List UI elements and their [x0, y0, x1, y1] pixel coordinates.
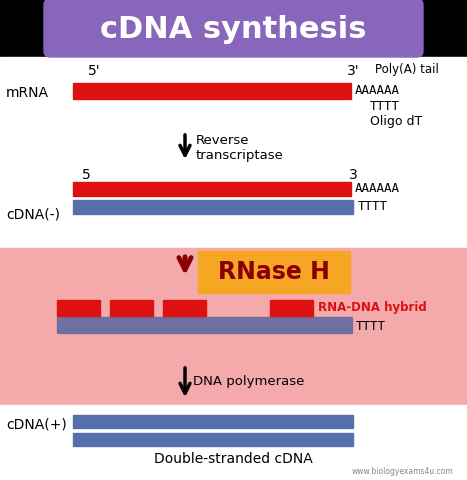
FancyBboxPatch shape — [44, 0, 423, 57]
Text: DNA polymerase: DNA polymerase — [193, 374, 304, 387]
Bar — [73, 433, 353, 446]
Bar — [0, 248, 467, 405]
Text: TTTT: TTTT — [356, 320, 386, 333]
Text: RNase H: RNase H — [218, 260, 330, 284]
Text: transcriptase: transcriptase — [196, 149, 284, 163]
Text: cDNA(-): cDNA(-) — [6, 207, 60, 221]
Text: cDNA(+): cDNA(+) — [6, 417, 67, 431]
Text: 5': 5' — [88, 64, 100, 78]
Text: RNA-DNA hybrid: RNA-DNA hybrid — [318, 300, 427, 313]
Bar — [270, 300, 313, 316]
Text: Oligo dT: Oligo dT — [370, 115, 422, 128]
Text: AAAAAA: AAAAAA — [355, 182, 400, 195]
Text: TTTT: TTTT — [358, 201, 388, 214]
Bar — [57, 300, 100, 316]
Bar — [163, 300, 206, 316]
Bar — [73, 200, 353, 214]
Text: Reverse: Reverse — [196, 134, 249, 147]
Bar — [57, 317, 352, 333]
Text: Double-stranded cDNA: Double-stranded cDNA — [154, 452, 312, 466]
Text: Poly(A) tail: Poly(A) tail — [375, 62, 439, 75]
FancyBboxPatch shape — [198, 251, 350, 293]
Bar — [0, 405, 467, 480]
Text: 3': 3' — [347, 64, 360, 78]
Text: AAAAAA: AAAAAA — [355, 84, 400, 97]
Text: TTTT: TTTT — [370, 100, 400, 113]
Text: www.biologyexams4u.com: www.biologyexams4u.com — [352, 468, 454, 477]
Bar — [73, 415, 353, 428]
Text: 5: 5 — [82, 168, 91, 182]
Text: cDNA synthesis: cDNA synthesis — [100, 15, 366, 45]
Bar — [110, 300, 153, 316]
Text: 3: 3 — [349, 168, 357, 182]
Bar — [73, 182, 351, 196]
Bar — [0, 57, 467, 248]
Text: mRNA: mRNA — [6, 86, 49, 100]
Bar — [73, 83, 351, 99]
